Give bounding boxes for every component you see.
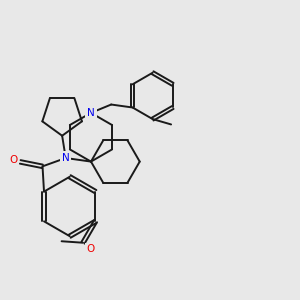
Text: O: O (86, 244, 94, 254)
Text: N: N (87, 108, 95, 118)
Text: N: N (62, 153, 70, 163)
Text: O: O (10, 155, 18, 165)
